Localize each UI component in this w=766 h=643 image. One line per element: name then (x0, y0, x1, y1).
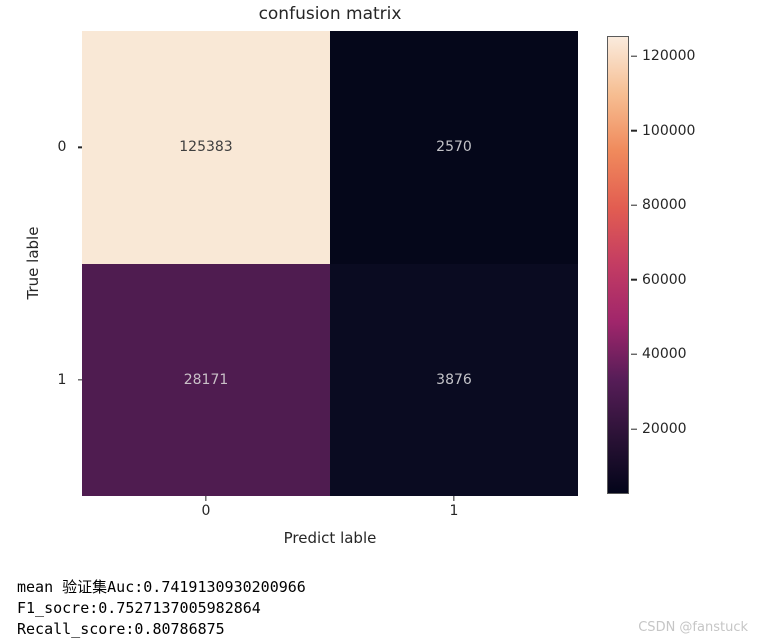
colorbar-ticks: 20000 40000 60000 80000 100000 120000 (607, 36, 766, 494)
colorbar-tick-mark (631, 353, 637, 356)
y-ticklabel: 1 (57, 371, 67, 388)
x-tick-mark (205, 496, 207, 501)
heatmap: 125383 2570 28171 3876 (82, 31, 578, 496)
colorbar-tick-mark (631, 55, 637, 57)
watermark-text: CSDN @fanstuck (638, 620, 748, 635)
colorbar-tick-label: 20000 (642, 421, 687, 437)
colorbar-tick-label: 60000 (642, 271, 687, 288)
colorbar-gradient (608, 37, 628, 493)
colorbar-tick-mark (631, 428, 637, 430)
x-ticklabel: 0 (201, 503, 211, 519)
y-ticklabel: 0 (57, 139, 67, 156)
x-axis-label: Predict lable (283, 529, 377, 547)
chart-title: confusion matrix (258, 4, 402, 24)
heatmap-cell: 28171 (82, 263, 330, 496)
x-ticklabel: 1 (449, 503, 459, 519)
metric-auc-line: mean 验证集Auc:0.7419130930200966 (17, 578, 306, 596)
y-axis-ticks (74, 31, 82, 496)
heatmap-cell: 3876 (330, 263, 578, 496)
colorbar-tick-mark (631, 279, 637, 281)
y-axis-label: True lable (24, 226, 42, 300)
colorbar-tick-label: 100000 (642, 122, 696, 139)
colorbar-tick-mark (631, 129, 637, 132)
heatmap-cell: 125383 (82, 31, 330, 264)
colorbar (607, 36, 629, 494)
colorbar-tick-label: 80000 (642, 197, 687, 214)
colorbar-tick-mark (631, 204, 637, 206)
y-tick-mark (77, 379, 82, 381)
metric-recall-line: Recall_score:0.80786875 (17, 620, 225, 638)
heatmap-cell: 2570 (330, 31, 578, 264)
y-tick-mark (77, 146, 82, 148)
metric-f1-line: F1_socre:0.7527137005982864 (17, 599, 261, 617)
metrics-footer: mean 验证集Auc:0.7419130930200966 F1_socre:… (17, 577, 306, 640)
x-axis-ticks (82, 496, 578, 502)
colorbar-tick-label: 40000 (642, 346, 687, 363)
colorbar-tick-label: 120000 (642, 48, 696, 65)
x-tick-mark (453, 496, 455, 501)
